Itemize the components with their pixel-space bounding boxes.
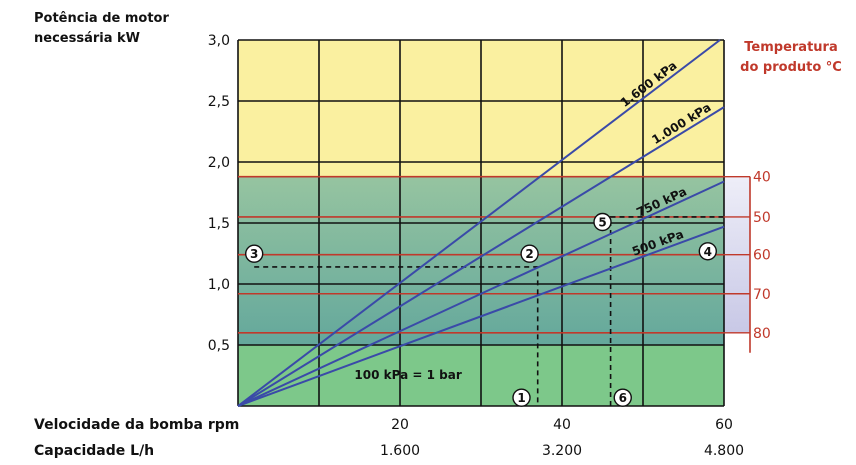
y-axis-title-line-0: Potência de motor xyxy=(34,11,169,26)
right-axis-tick-label-4: 80 xyxy=(753,326,771,342)
marker-label-4: 4 xyxy=(704,245,712,259)
y-axis-title-line-1: necessária kW xyxy=(34,31,140,46)
x-tick-label-2: 60 xyxy=(715,417,733,433)
marker-label-3: 3 xyxy=(250,247,258,261)
y-tick-label-3: 2,0 xyxy=(208,155,230,171)
series-line-3 xyxy=(237,225,725,407)
right-axis-tick-label-2: 60 xyxy=(753,248,771,264)
x2-tick-label-1: 3.200 xyxy=(542,443,582,459)
x2-tick-label-2: 4.800 xyxy=(704,443,744,459)
series-line-0 xyxy=(237,39,721,407)
marker-label-5: 5 xyxy=(598,216,606,230)
y-tick-label-1: 1,0 xyxy=(208,277,230,293)
marker-label-1: 1 xyxy=(517,391,525,405)
dashed-guide-1 xyxy=(609,216,724,406)
x2-tick-label-0: 1.600 xyxy=(380,443,420,459)
marker-circle-3 xyxy=(244,244,264,263)
x-tick-label-0: 20 xyxy=(391,417,409,433)
marker-circle-2 xyxy=(520,244,539,263)
y-tick-label-5: 3,0 xyxy=(208,33,230,49)
marker-label-6: 6 xyxy=(619,391,627,405)
right-axis-tick-label-1: 50 xyxy=(753,210,771,226)
right-axis-title-line-1: do produto °C xyxy=(740,60,842,75)
series-line-1 xyxy=(237,106,725,407)
y-tick-label-2: 1,5 xyxy=(208,216,230,232)
y-tick-label-4: 2,5 xyxy=(208,94,230,110)
marker-circle-4 xyxy=(698,242,717,261)
marker-circle-1 xyxy=(512,388,531,407)
marker-circle-6 xyxy=(613,388,632,407)
marker-circle-5 xyxy=(593,212,612,232)
y-tick-label-0: 0,5 xyxy=(208,338,230,354)
x2-axis-title: Capacidade L/h xyxy=(34,443,154,459)
x-axis-title: Velocidade da bomba rpm xyxy=(34,417,239,433)
right-axis-tick-label-3: 70 xyxy=(753,287,771,303)
marker-label-2: 2 xyxy=(525,247,533,261)
right-axis-tick-label-0: 40 xyxy=(753,170,771,186)
x-tick-label-1: 40 xyxy=(553,417,571,433)
right-axis-title-line-0: Temperatura xyxy=(744,40,837,55)
series-line-2 xyxy=(237,180,725,407)
annotation-label: 100 kPa = 1 bar xyxy=(354,368,461,382)
